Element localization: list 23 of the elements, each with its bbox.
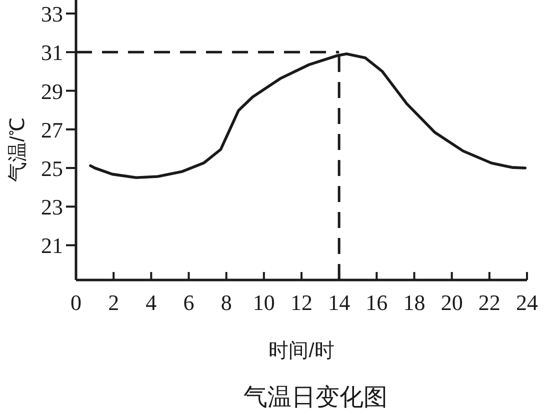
x-tick-label: 10 <box>252 290 275 315</box>
x-tick-label: 12 <box>290 290 312 315</box>
x-tick-label: 6 <box>183 290 194 315</box>
y-tick-label: 21 <box>41 233 63 258</box>
x-tick-label: 24 <box>516 290 538 315</box>
x-tick-label: 4 <box>146 290 157 315</box>
x-tick-label: 20 <box>440 290 463 315</box>
y-tick-label: 27 <box>41 117 63 142</box>
x-tick-label: 22 <box>478 290 500 315</box>
y-tick-label: 29 <box>41 78 63 104</box>
y-tick-label: 33 <box>41 2 63 27</box>
y-axis-title: 气温/℃ <box>7 118 29 182</box>
x-tick-label: 16 <box>366 290 388 315</box>
y-tick-label: 25 <box>41 156 63 181</box>
y-tick-label: 23 <box>41 194 63 220</box>
x-tick-label: 2 <box>108 290 120 315</box>
text: 气温日变化图 <box>244 384 388 411</box>
y-tick-label: 31 <box>41 40 63 66</box>
x-tick-label: 18 <box>403 290 426 315</box>
x-axis-title: 时间/时 <box>268 340 334 362</box>
x-tick-label: 0 <box>70 290 82 315</box>
x-tick-label: 8 <box>220 290 232 315</box>
x-tick-label: 14 <box>328 290 350 315</box>
